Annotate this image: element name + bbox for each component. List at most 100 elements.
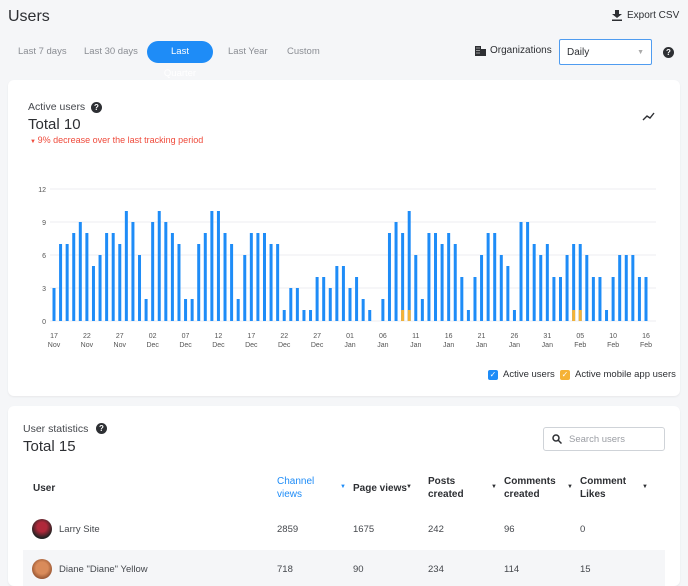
bar-active-users [124,211,128,321]
y-tick-label: 3 [42,286,46,293]
bar-active-users [637,277,641,321]
bar-active-users [289,288,293,321]
column-header-posts-created[interactable]: Posts created [428,476,464,500]
table-row[interactable]: Diane "Diane" Yellow 718 90 234 114 15 [23,550,665,586]
export-csv-button[interactable]: Export CSV [612,10,679,21]
help-icon[interactable]: ? [91,102,102,113]
sort-icon[interactable]: ▼ [567,484,573,490]
bar-active-users [105,233,109,321]
search-users-input[interactable]: Search users [543,427,665,451]
bar-active-users [631,255,635,321]
bar-active-users [434,233,438,321]
x-tick-label: 01 [346,333,354,340]
help-icon[interactable]: ? [96,423,107,434]
column-header-comments-created[interactable]: Comments created [504,476,556,500]
bar-active-users [85,233,89,321]
column-header-channel-views[interactable]: Channel views [277,476,315,500]
line-chart-toggle-icon[interactable] [642,111,655,121]
granularity-select[interactable]: Daily ▼ [559,39,652,65]
bar-active-users [414,255,418,321]
user-name[interactable]: Larry Site [59,524,100,535]
bar-mobile-users [401,310,405,321]
comment-likes-cell: 15 [580,564,591,575]
bar-active-users [407,211,411,321]
tab-last-7-days[interactable]: Last 7 days [18,46,67,57]
sort-icon[interactable]: ▼ [406,484,412,490]
search-placeholder: Search users [569,433,625,445]
x-tick-label: Dec [278,342,291,349]
x-tick-label: 02 [149,333,157,340]
bar-active-users [203,233,207,321]
bar-active-users [249,233,253,321]
x-tick-label: Dec [179,342,192,349]
user-name[interactable]: Diane "Diane" Yellow [59,564,148,575]
tab-last-quarter[interactable]: Last Quarter [147,41,213,79]
bar-active-users [276,244,280,321]
x-tick-label: Jan [509,342,520,349]
active-users-total: Total 10 [28,116,81,133]
checkbox-checked-icon[interactable]: ✓ [488,369,498,380]
bar-active-users [506,266,510,321]
x-tick-label: Jan [410,342,421,349]
bar-active-users [65,244,69,321]
checkbox-checked-icon[interactable]: ✓ [560,369,570,380]
page-views-cell: 90 [353,564,364,575]
bar-active-users [269,244,273,321]
column-header-user[interactable]: User [33,483,56,494]
page-views-cell: 1675 [353,524,375,535]
bar-active-users [98,255,102,321]
legend-active-users[interactable]: ✓ Active users [488,369,555,380]
x-tick-label: 22 [83,333,91,340]
bar-active-users [309,310,313,321]
bar-active-users [532,244,536,321]
bar-mobile-users [407,310,411,321]
bar-active-users [223,233,227,321]
bar-active-users [526,222,530,321]
bar-mobile-users [572,310,576,321]
arrow-down-icon: ▼ [30,139,38,145]
bar-active-users [381,299,385,321]
granularity-value: Daily [567,47,590,58]
tab-last-year[interactable]: Last Year [228,46,268,57]
tab-last-30-days[interactable]: Last 30 days [84,46,138,57]
sort-icon[interactable]: ▼ [491,484,497,490]
bar-active-users [157,211,161,321]
sort-icon[interactable]: ▼ [642,484,648,490]
bar-active-users [131,222,135,321]
bar-active-users [216,211,220,321]
x-tick-label: Feb [574,342,586,349]
avatar [32,519,52,539]
bar-active-users [177,244,181,321]
x-tick-label: 11 [412,333,419,340]
tab-custom[interactable]: Custom [287,46,320,57]
bar-active-users [302,310,306,321]
column-header-page-views[interactable]: Page views [353,483,407,494]
bar-active-users [256,233,260,321]
y-tick-label: 9 [42,220,46,227]
bar-active-users [335,266,339,321]
bar-active-users [552,277,556,321]
bar-active-users [585,255,589,321]
sort-desc-icon[interactable]: ▼ [340,484,346,490]
bar-active-users [624,255,628,321]
bar-active-users [361,299,365,321]
bar-active-users [368,310,372,321]
table-row[interactable]: Larry Site 2859 1675 242 96 0 [23,512,665,548]
bar-active-users [591,277,595,321]
download-icon [612,10,622,21]
x-tick-label: 21 [478,333,486,340]
organizations-button[interactable]: Organizations [475,45,552,56]
legend-mobile-users[interactable]: ✓ Active mobile app users [560,369,676,380]
x-tick-label: Dec [245,342,258,349]
bar-active-users [355,277,359,321]
legend-label: Active mobile app users [575,369,676,380]
bar-active-users [118,244,122,321]
x-tick-label: Dec [146,342,159,349]
comments-created-cell: 114 [504,564,520,575]
column-header-comment-likes[interactable]: Comment Likes [580,476,627,500]
bar-active-users [282,310,286,321]
y-tick-label: 6 [42,253,46,260]
x-tick-label: 17 [247,333,255,340]
bar-active-users [512,310,516,321]
help-icon[interactable]: ? [663,47,674,58]
